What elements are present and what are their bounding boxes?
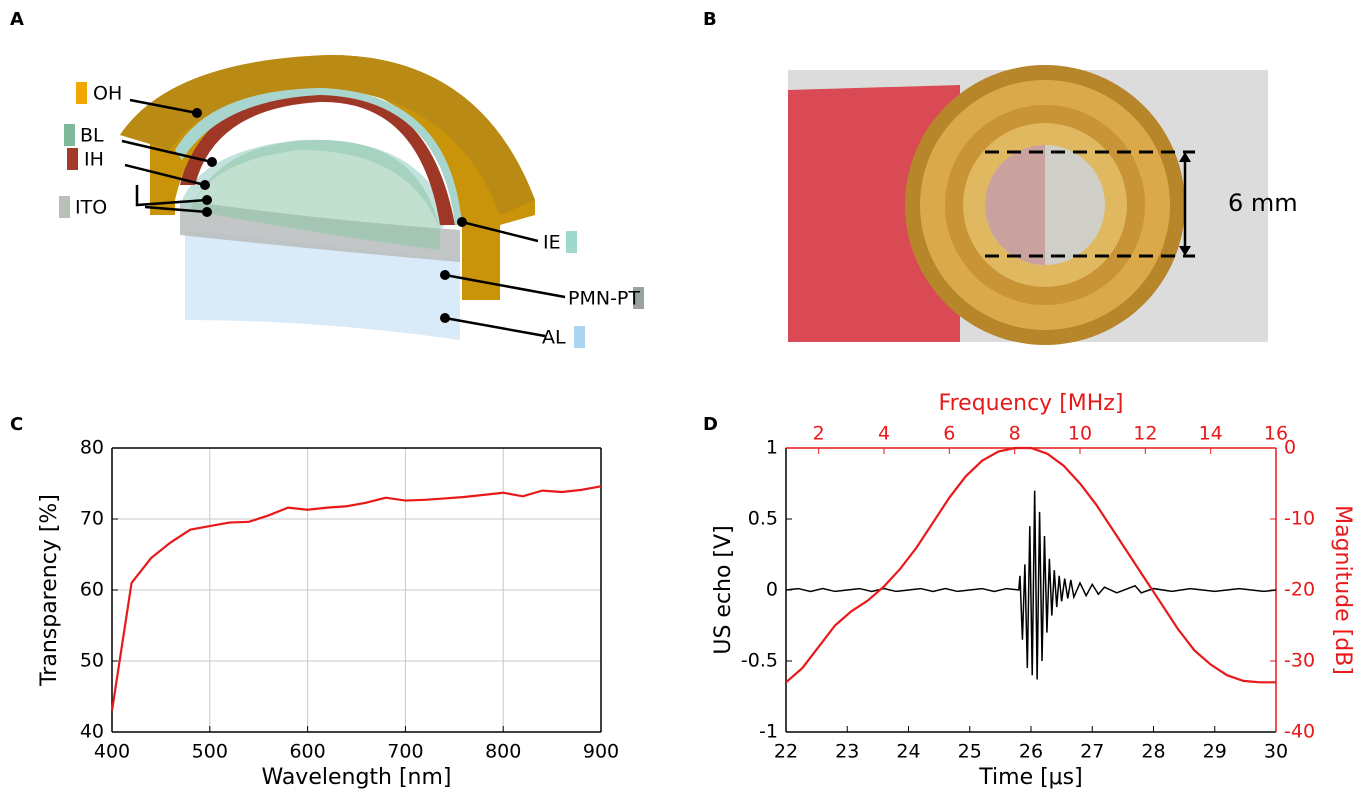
x-tick-label: 600	[289, 741, 325, 763]
diagram-label: OH	[93, 83, 122, 105]
panel-label: D	[703, 414, 718, 435]
diagram-label: IE	[543, 232, 561, 254]
data-line	[785, 446, 1276, 684]
x-tick-label: 22	[774, 741, 798, 763]
diagram-label: ITO	[75, 197, 107, 219]
x-tick-label: 30	[1264, 741, 1288, 763]
diagram-label: BL	[80, 125, 104, 147]
panel-label: A	[10, 9, 24, 30]
y-tick-label: 70	[80, 508, 104, 530]
y2-tick-label: -40	[1284, 721, 1315, 743]
x-tick-label: 23	[835, 741, 859, 763]
y-tick-label: 0.5	[748, 508, 778, 530]
data-line	[110, 485, 602, 711]
y-tick-label: 50	[80, 650, 104, 672]
x2-axis-title: Frequency [MHz]	[939, 391, 1124, 416]
y-tick-label: -1	[759, 721, 778, 743]
y-tick-label: -0.5	[741, 650, 778, 672]
x-tick-label: 25	[958, 741, 982, 763]
x2-tick-label: 4	[878, 423, 890, 445]
y2-tick-label: -30	[1284, 650, 1315, 672]
device-diagram	[59, 55, 644, 348]
x2-tick-label: 2	[813, 423, 825, 445]
y-axis-title: US echo [V]	[711, 525, 736, 654]
y-tick-label: 40	[80, 721, 104, 743]
x-tick-label: 29	[1203, 741, 1227, 763]
y-tick-label: 0	[766, 579, 778, 601]
x2-tick-label: 10	[1068, 423, 1092, 445]
x-tick-label: 26	[1019, 741, 1043, 763]
x2-tick-label: 6	[943, 423, 955, 445]
data-line	[785, 490, 1277, 680]
x-tick-label: 700	[387, 741, 423, 763]
scale-annotation: 6 mm	[1228, 189, 1298, 217]
x2-tick-label: 14	[1199, 423, 1223, 445]
y-axis-title: Transparency [%]	[37, 494, 62, 687]
diagram-label: AL	[542, 327, 566, 349]
panel-label: B	[703, 9, 717, 30]
panel-label: C	[10, 414, 23, 435]
x2-tick-label: 16	[1264, 423, 1288, 445]
x-tick-label: 28	[1141, 741, 1165, 763]
y2-axis-title: Magnitude [dB]	[1330, 505, 1355, 675]
y2-tick-label: 0	[1284, 437, 1296, 459]
diagram-label: PMN-PT	[568, 288, 640, 310]
x2-tick-label: 12	[1133, 423, 1157, 445]
x-tick-label: 400	[94, 741, 130, 763]
y-tick-label: 80	[80, 437, 104, 459]
y2-tick-label: -10	[1284, 508, 1315, 530]
diagram-label: IH	[84, 149, 104, 171]
x-tick-label: 27	[1080, 741, 1104, 763]
x-tick-label: 800	[485, 741, 521, 763]
x-tick-label: 24	[896, 741, 920, 763]
x-tick-label: 500	[192, 741, 228, 763]
x-axis-title: Wavelength [nm]	[261, 765, 451, 790]
x2-tick-label: 8	[1009, 423, 1021, 445]
device-photo	[788, 65, 1268, 345]
y-tick-label: 1	[766, 437, 778, 459]
x-axis-title: Time [μs]	[978, 765, 1082, 790]
y2-tick-label: -20	[1284, 579, 1315, 601]
y-tick-label: 60	[80, 579, 104, 601]
x-tick-label: 900	[583, 741, 619, 763]
